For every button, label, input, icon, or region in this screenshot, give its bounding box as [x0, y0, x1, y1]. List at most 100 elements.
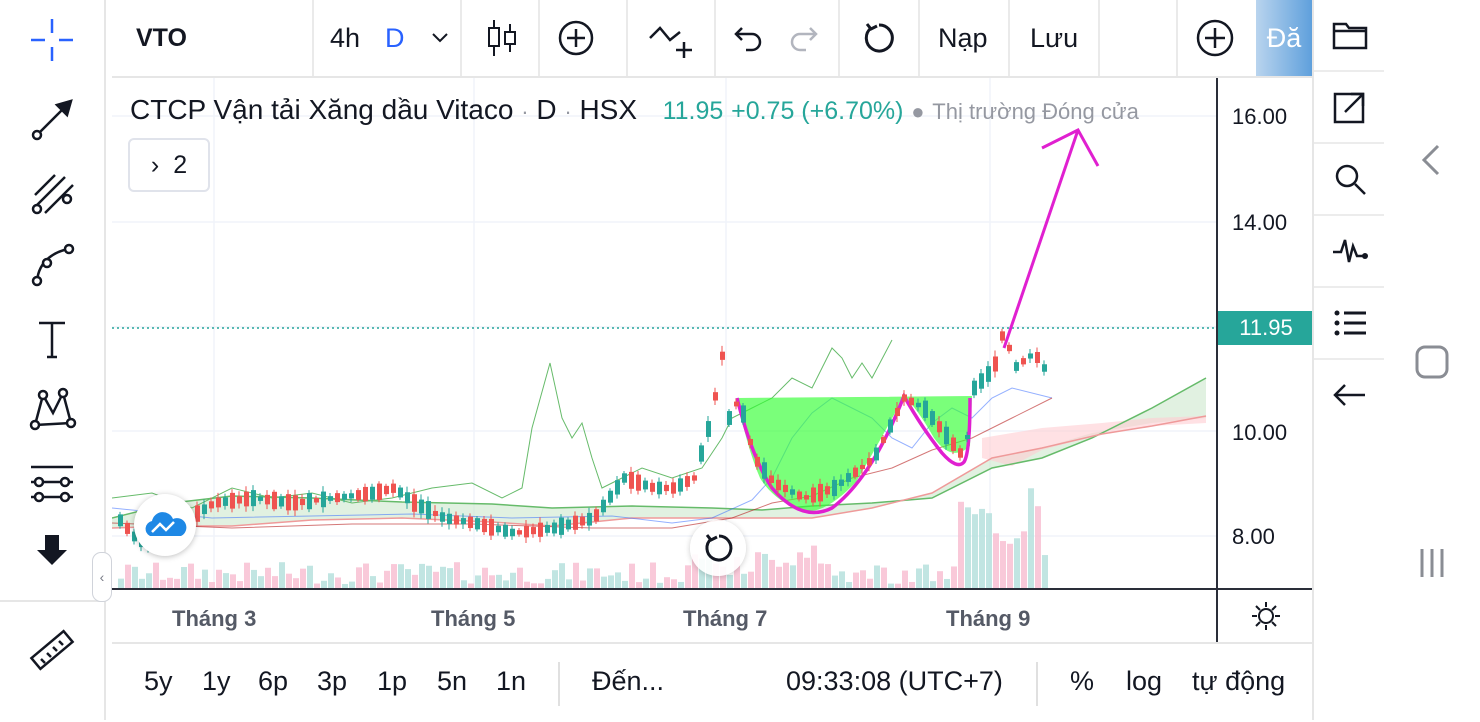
volume-bar — [1021, 531, 1027, 588]
chart-area[interactable] — [112, 78, 1216, 588]
time-label: Tháng 3 — [172, 606, 257, 631]
home-button-icon[interactable] — [1414, 344, 1450, 385]
volume-bar — [251, 569, 257, 588]
arrow-left-icon[interactable] — [1314, 360, 1386, 430]
goto-date-button[interactable]: Đến... — [592, 666, 665, 696]
candle — [419, 499, 424, 514]
chart-settings-button[interactable] — [1216, 588, 1314, 642]
candles — [118, 328, 1047, 553]
arrow-down-icon[interactable] — [22, 522, 82, 578]
range-5y-button[interactable]: 5y — [144, 666, 173, 696]
volume-bar — [937, 571, 943, 588]
log-scale-button[interactable]: log — [1126, 666, 1163, 696]
candle — [202, 504, 207, 515]
volume-bar — [951, 566, 957, 588]
plus-circle-icon[interactable] — [546, 0, 606, 76]
volume-bar — [265, 567, 271, 588]
refresh-icon[interactable] — [856, 0, 902, 76]
price-chart[interactable] — [112, 78, 1216, 588]
range-6p-button[interactable]: 6p — [258, 666, 289, 696]
indicators-toggle-button[interactable]: › 2 — [128, 138, 210, 192]
candle — [300, 498, 305, 506]
volume-bar — [370, 576, 376, 588]
curve-icon[interactable] — [22, 236, 82, 292]
external-link-icon[interactable] — [1314, 72, 1386, 144]
recent-apps-icon[interactable] — [1416, 546, 1448, 585]
pulse-icon[interactable] — [1314, 216, 1386, 288]
price-label: 8.00 — [1232, 524, 1275, 549]
candle — [860, 464, 865, 470]
volume-bar — [1007, 543, 1013, 588]
time-axis[interactable]: Tháng 3 Tháng 5 Tháng 7 Tháng 9 — [112, 588, 1216, 642]
candle — [538, 522, 543, 537]
volume-bar — [986, 513, 992, 588]
load-layout-button[interactable]: Nạp — [938, 22, 988, 53]
plus-circle-icon[interactable] — [1192, 0, 1238, 76]
indicators-icon[interactable] — [636, 0, 706, 76]
candle — [223, 497, 228, 506]
price-axis[interactable]: 16.00 14.00 10.00 8.00 11.95 — [1216, 78, 1314, 588]
volume-bar — [804, 557, 810, 588]
volume-bar — [888, 583, 894, 588]
redo-icon[interactable] — [784, 0, 824, 76]
range-5n-button[interactable]: 5n — [437, 666, 468, 696]
candle — [643, 480, 648, 490]
text-icon[interactable] — [22, 310, 82, 366]
volume-bar — [993, 533, 999, 588]
volume-bar — [587, 568, 593, 588]
cloud-logo-icon[interactable] — [134, 494, 196, 556]
volume-bar — [405, 569, 411, 588]
trade-button[interactable]: Đă — [1256, 0, 1312, 76]
undo-icon[interactable] — [728, 0, 768, 76]
candle — [132, 531, 137, 542]
candles-icon[interactable] — [472, 0, 532, 76]
candle — [678, 478, 683, 492]
ruler-icon[interactable] — [22, 622, 82, 678]
auto-scale-button[interactable]: tự động — [1192, 666, 1286, 696]
volume-bar — [594, 568, 600, 588]
range-1y-button[interactable]: 1y — [202, 666, 231, 696]
range-3p-button[interactable]: 3p — [317, 666, 348, 696]
candle — [818, 483, 823, 502]
interval-4h-button[interactable]: 4h — [330, 22, 361, 53]
volume-bar — [1042, 555, 1048, 588]
folder-icon[interactable] — [1314, 0, 1386, 72]
candle — [279, 496, 284, 507]
volume-bar — [118, 578, 124, 588]
range-1n-button[interactable]: 1n — [496, 666, 527, 696]
chevron-down-icon[interactable] — [428, 0, 452, 76]
top-toolbar: VTO 4h D Nạp Lưu Đă — [112, 0, 1312, 78]
interval-d-button[interactable]: D — [385, 22, 405, 53]
candle — [440, 512, 445, 522]
percent-scale-button[interactable]: % — [1070, 666, 1095, 696]
reset-chart-button[interactable] — [690, 520, 746, 576]
volume-bar — [657, 582, 663, 588]
save-layout-button[interactable]: Lưu — [1030, 22, 1079, 53]
candle — [195, 505, 200, 522]
divider — [1008, 0, 1010, 76]
candle — [461, 518, 466, 525]
volume-bar — [174, 578, 180, 588]
search-icon[interactable] — [1314, 144, 1386, 216]
range-1p-button[interactable]: 1p — [377, 666, 408, 696]
measure-icon[interactable] — [22, 454, 82, 510]
volume-bar — [874, 565, 880, 588]
candle — [629, 471, 634, 489]
fib-tool-icon[interactable] — [22, 166, 82, 222]
candle — [909, 397, 914, 406]
candle — [489, 518, 494, 536]
volume-bar — [692, 554, 698, 588]
pattern-icon[interactable] — [22, 380, 82, 436]
back-chevron-icon[interactable] — [1418, 142, 1444, 183]
crosshair-icon[interactable] — [22, 12, 82, 68]
candle — [720, 351, 725, 360]
candle — [993, 356, 998, 372]
clock-timezone[interactable]: 09:33:08 (UTC+7) — [786, 666, 1003, 696]
trend-line-icon[interactable] — [22, 92, 82, 148]
volume-bar — [671, 579, 677, 588]
volume-bar — [958, 501, 964, 588]
collapse-toolbar-button[interactable]: ‹ — [92, 552, 112, 602]
symbol-search-button[interactable]: VTO — [136, 23, 187, 52]
list-icon[interactable] — [1314, 288, 1386, 360]
volume-bar — [1028, 488, 1034, 588]
